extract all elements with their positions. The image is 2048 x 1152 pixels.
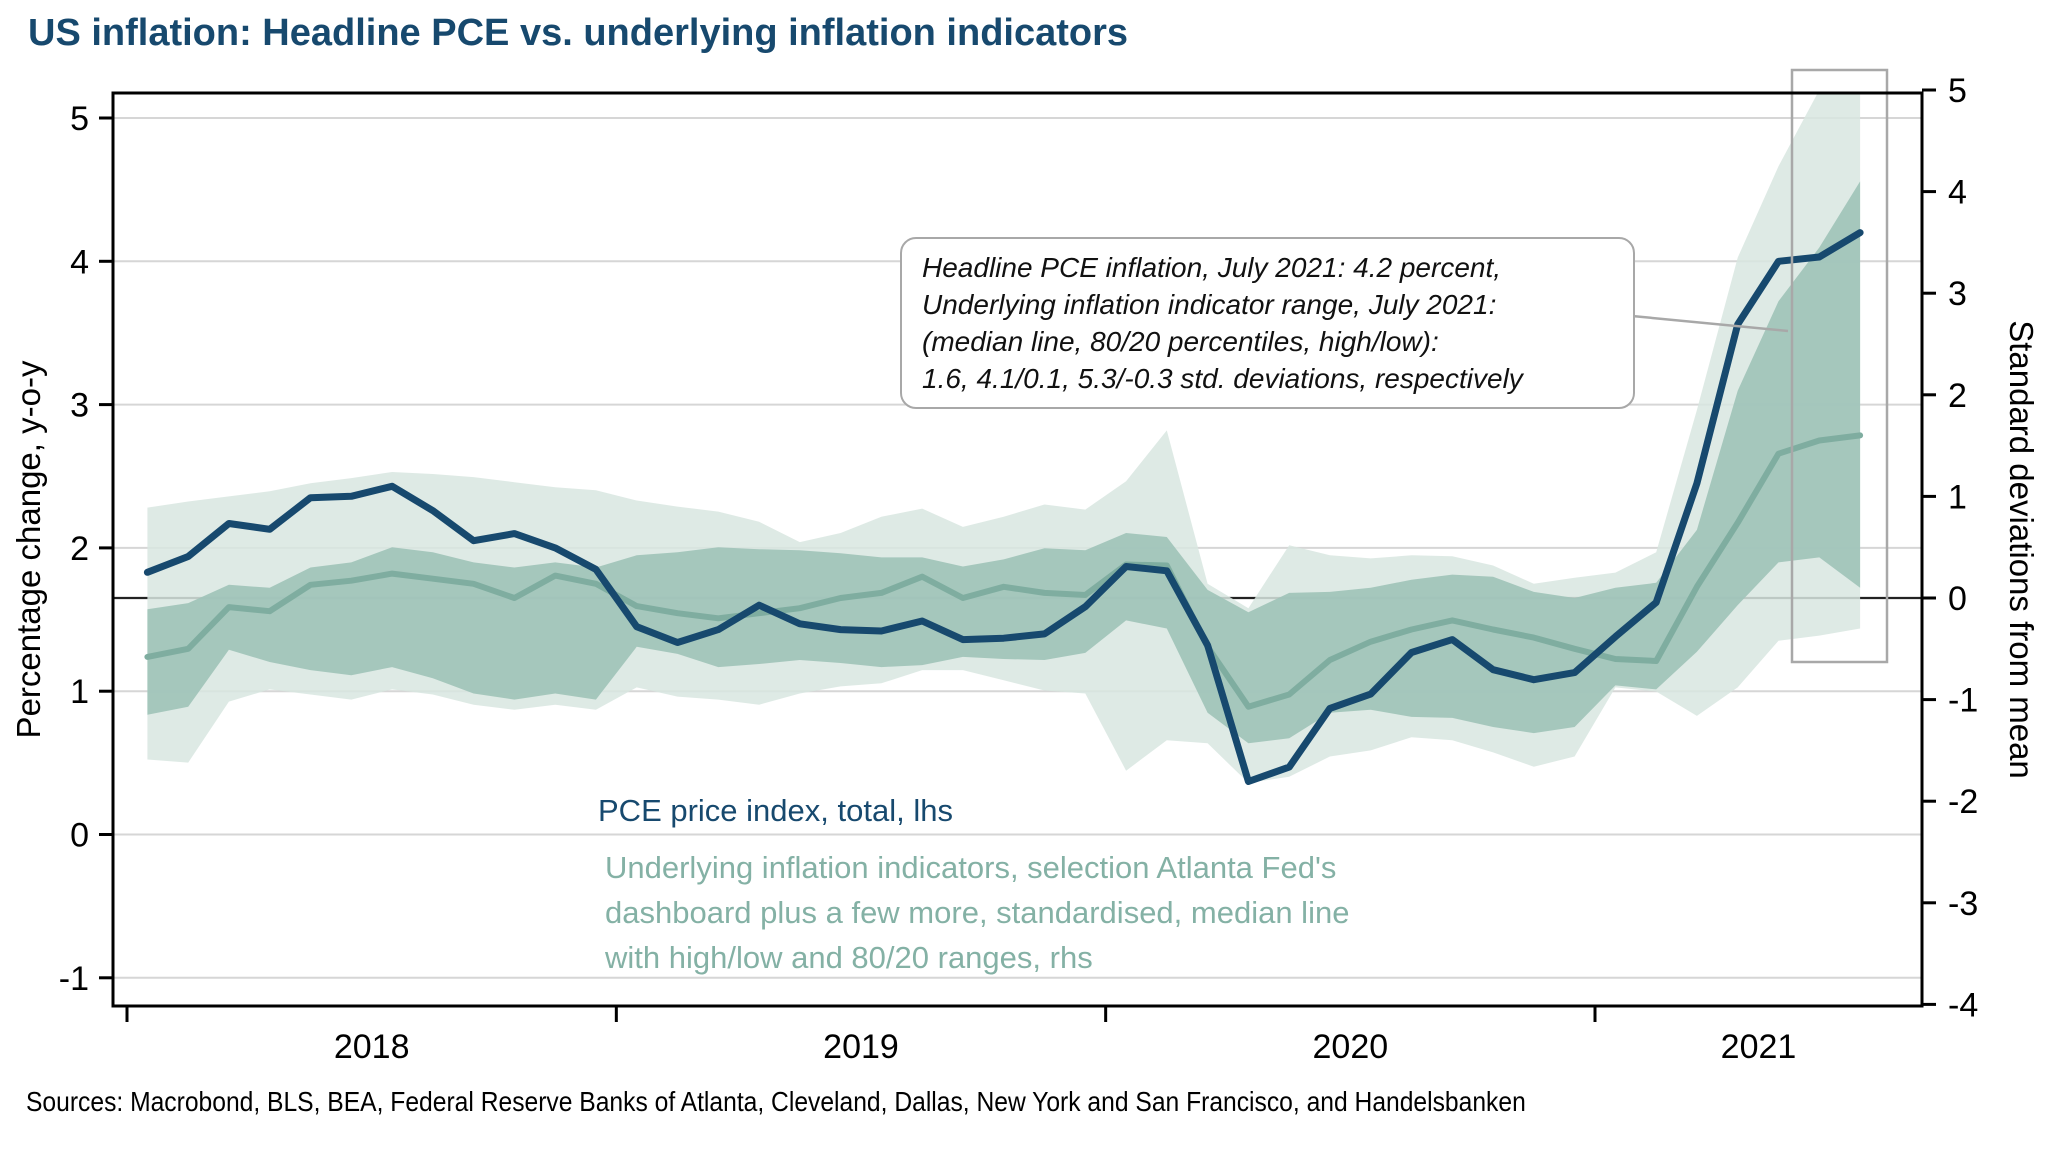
- left-axis-tick-label: 3: [70, 387, 89, 425]
- left-axis-tick-label: 2: [70, 530, 89, 568]
- percentile-80-20-band: [147, 181, 1861, 744]
- legend-underlying-label: Underlying inflation indicators, selecti…: [605, 845, 1349, 980]
- right-axis-tick-label: 3: [1948, 275, 1967, 313]
- left-axis-title: Percentage change, y-o-y: [10, 360, 47, 738]
- underlying-median-line: [144, 432, 1864, 710]
- annotation-line: (median line, 80/20 percentiles, high/lo…: [922, 326, 1439, 357]
- right-axis-tick-label: 0: [1948, 580, 1967, 618]
- legend-pce-label: PCE price index, total, lhs: [598, 793, 953, 828]
- pce-line: [143, 229, 1864, 785]
- right-axis-tick-label: -4: [1948, 986, 1978, 1024]
- x-axis-year-label: 2021: [1721, 1028, 1797, 1066]
- legend-underlying-line: with high/low and 80/20 ranges, rhs: [605, 940, 1093, 975]
- left-axis-tick-label: 0: [70, 817, 89, 855]
- right-axis-tick-label: 4: [1948, 174, 1967, 212]
- annotation-connector-line: [1631, 314, 1789, 333]
- right-axis-tick-label: 1: [1948, 478, 1967, 516]
- legend-underlying-line: Underlying inflation indicators, selecti…: [605, 850, 1337, 885]
- series-layer: [143, 93, 1864, 785]
- sources-note: Sources: Macrobond, BLS, BEA, Federal Re…: [26, 1086, 1526, 1117]
- annotation-callout-box: Headline PCE inflation, July 2021: 4.2 p…: [900, 237, 1635, 409]
- right-axis-tick-label: -2: [1948, 783, 1978, 821]
- x-axis-year-label: 2020: [1313, 1028, 1389, 1066]
- left-axis-tick-label: 5: [70, 100, 89, 138]
- right-axis-title: Standard deviations from mean: [2003, 320, 2040, 779]
- right-axis-tick-label: -3: [1948, 885, 1978, 923]
- right-axis-tick-label: 2: [1948, 377, 1967, 415]
- right-axis-tick-label: 5: [1948, 72, 1967, 110]
- left-axis-tick-label: -1: [59, 960, 89, 998]
- page-title: US inflation: Headline PCE vs. underlyin…: [28, 12, 1129, 54]
- annotation-line: Headline PCE inflation, July 2021: 4.2 p…: [922, 252, 1502, 283]
- annotation-line: 1.6, 4.1/0.1, 5.3/-0.3 std. deviations, …: [922, 363, 1523, 394]
- annotation-line: Underlying inflation indicator range, Ju…: [922, 289, 1497, 320]
- left-axis-tick-label: 4: [70, 243, 89, 281]
- x-axis-year-label: 2018: [334, 1028, 410, 1066]
- legend-underlying-line: dashboard plus a few more, standardised,…: [605, 895, 1350, 930]
- highlight-rect-2021: [1790, 68, 1889, 664]
- x-axis-year-label: 2019: [823, 1028, 899, 1066]
- right-axis-tick-label: -1: [1948, 682, 1978, 720]
- left-axis-tick-label: 1: [70, 673, 89, 711]
- plot-frame: [111, 91, 1924, 1008]
